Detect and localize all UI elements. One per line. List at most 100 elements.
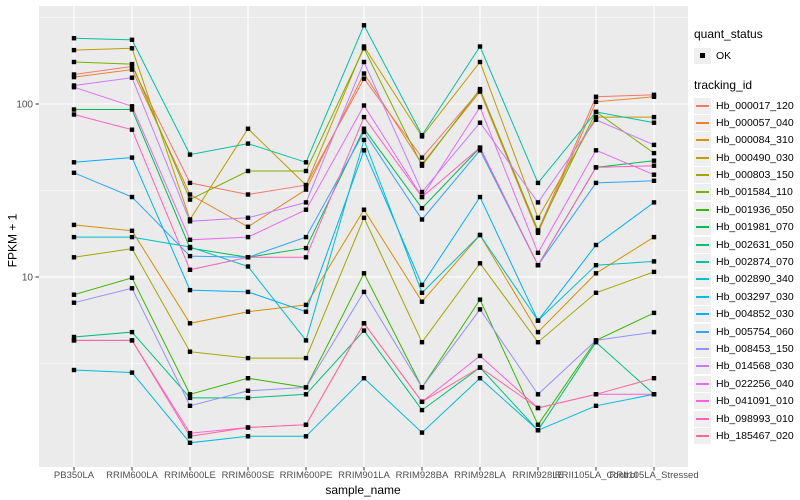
data-point <box>187 152 193 157</box>
data-point <box>303 234 309 240</box>
data-point <box>361 129 367 135</box>
data-point <box>129 286 135 291</box>
data-point <box>419 340 425 345</box>
data-point <box>361 114 367 120</box>
data-point <box>419 194 425 200</box>
legend-item-label: Hb_001936_050 <box>716 203 794 216</box>
data-point <box>303 207 309 212</box>
legend-title-quant-status: quant_status <box>694 27 763 41</box>
legend-key-line <box>696 261 709 264</box>
data-point <box>129 246 135 251</box>
data-point <box>71 338 77 343</box>
data-point <box>419 290 425 295</box>
data-point <box>651 120 657 125</box>
data-point <box>245 388 251 393</box>
data-point <box>71 36 77 41</box>
x-tick-label: PB350LA <box>54 470 95 481</box>
data-point <box>651 234 657 240</box>
data-point <box>593 263 599 268</box>
data-point <box>477 44 483 49</box>
legend-item-label: Hb_008453_150 <box>716 342 794 355</box>
data-point <box>245 289 251 295</box>
legend-key <box>694 167 711 184</box>
legend-key <box>694 271 711 288</box>
data-point <box>535 392 541 397</box>
data-point <box>477 148 483 153</box>
data-point <box>129 61 135 67</box>
data-point <box>419 217 425 222</box>
data-point <box>361 76 367 81</box>
data-point <box>129 228 135 233</box>
data-point <box>71 222 77 228</box>
legend-item: Hb_000084_310 <box>694 132 800 149</box>
data-point <box>71 300 77 305</box>
x-tick-label: RRIM600LA <box>106 470 158 481</box>
data-point <box>129 338 135 343</box>
data-point <box>129 155 135 160</box>
data-point <box>535 200 541 205</box>
legend-key-line <box>696 313 709 316</box>
data-point <box>129 329 135 335</box>
legend-key <box>694 375 711 392</box>
legend-item-label: Hb_022256_040 <box>716 377 794 390</box>
legend-key <box>694 410 711 427</box>
legend-key <box>694 236 711 253</box>
square-point-icon <box>700 53 705 58</box>
data-point <box>303 255 309 260</box>
legend-key <box>694 306 711 323</box>
data-point <box>71 47 77 53</box>
data-point <box>187 431 193 436</box>
legend-key-line <box>696 365 709 368</box>
data-point <box>187 219 193 224</box>
data-point <box>477 261 483 266</box>
data-point <box>129 234 135 240</box>
data-point <box>245 215 251 220</box>
data-point <box>187 440 193 445</box>
data-point <box>71 59 77 65</box>
data-point <box>245 425 251 430</box>
legend-item-label: Hb_002890_340 <box>716 273 794 286</box>
data-point <box>187 237 193 242</box>
data-point <box>651 163 657 168</box>
data-point <box>593 165 599 170</box>
legend-key <box>694 254 711 271</box>
data-point <box>71 74 77 80</box>
legend-key-line <box>696 208 709 211</box>
data-point <box>535 180 541 186</box>
data-point <box>477 307 483 312</box>
data-point <box>593 392 599 397</box>
data-point <box>419 430 425 435</box>
data-point <box>361 271 367 276</box>
legend-key <box>694 323 711 340</box>
legend-key <box>694 393 711 410</box>
data-point <box>303 160 309 165</box>
legend-item: Hb_001936_050 <box>694 201 800 218</box>
data-point <box>477 120 483 125</box>
data-point <box>477 232 483 238</box>
data-point <box>593 338 599 343</box>
legend-item-label: Hb_000057_040 <box>716 116 794 129</box>
data-point <box>419 133 425 138</box>
legend-key <box>694 288 711 305</box>
data-point <box>71 367 77 373</box>
data-point <box>129 107 135 112</box>
legend-item: Hb_002874_070 <box>694 254 800 271</box>
legend-item: Hb_001981_070 <box>694 219 800 236</box>
legend-item-label: Hb_014568_030 <box>716 360 794 373</box>
data-point <box>361 148 367 153</box>
legend-key-line <box>696 174 709 177</box>
data-point <box>593 94 599 99</box>
data-point <box>129 127 135 132</box>
data-point <box>303 200 309 205</box>
x-tick-label: RRIM901LA <box>338 470 390 481</box>
data-point <box>187 192 193 197</box>
data-point <box>129 64 135 69</box>
data-point <box>419 399 425 404</box>
data-point <box>651 150 657 156</box>
data-point <box>361 207 367 212</box>
data-point <box>303 392 309 397</box>
data-point <box>535 230 541 235</box>
data-point <box>477 365 483 370</box>
data-point <box>535 250 541 255</box>
legend-item: Hb_002890_340 <box>694 271 800 288</box>
